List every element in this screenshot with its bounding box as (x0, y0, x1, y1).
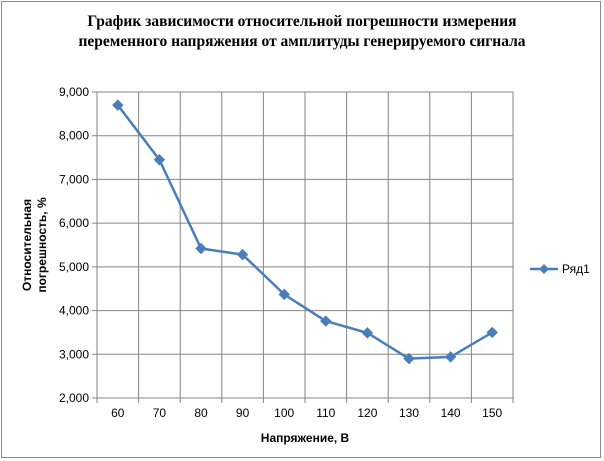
data-point-marker (153, 154, 166, 166)
data-point-marker (112, 99, 124, 111)
data-point-marker (486, 326, 498, 339)
x-tick-label: 100 (274, 406, 294, 420)
data-point-marker (320, 315, 332, 327)
legend-label: Ряд1 (562, 262, 590, 276)
y-tick-label: 9,000 (59, 85, 89, 99)
x-tick-label: 80 (194, 406, 208, 420)
chart-title: График зависимости относительной погрешн… (0, 12, 604, 52)
x-tick-label: 140 (441, 406, 461, 420)
x-tick-label: 60 (111, 406, 125, 420)
y-tick-label: 6,000 (59, 216, 89, 230)
y-axis-title: Относительная погрешность, % (20, 197, 49, 293)
series-group (112, 99, 498, 365)
legend: Ряд1 (530, 262, 590, 276)
chart-title-line-2: переменного напряжения от амплитуды гене… (78, 33, 526, 50)
y-tick-label: 2,000 (59, 391, 89, 405)
data-point-marker (361, 327, 374, 339)
x-tick-label: 130 (399, 406, 419, 420)
data-point-marker (403, 352, 415, 365)
gridlines (96, 91, 514, 399)
y-tick-label: 8,000 (59, 129, 89, 143)
chart-title-line-1: График зависимости относительной погрешн… (87, 13, 517, 30)
x-tick-label: 90 (236, 406, 250, 420)
series-line (116, 104, 493, 360)
y-tick-label: 3,000 (59, 347, 89, 361)
x-tick-label: 120 (357, 406, 377, 420)
y-tick-label: 7,000 (59, 172, 89, 186)
data-point-marker (444, 351, 457, 363)
y-tick-label: 5,000 (59, 260, 89, 274)
x-tick-label: 150 (482, 406, 502, 420)
legend-marker (539, 264, 549, 274)
x-axis-ticks: 60 70 80 90 100 110 120 130 140 150 (96, 398, 514, 420)
y-axis-title-line-2: погрешность, % (35, 197, 49, 293)
y-axis-title-line-1: Относительная (20, 199, 34, 291)
data-point-marker (278, 288, 290, 301)
data-point-marker (195, 242, 207, 255)
y-tick-label: 4,000 (59, 304, 89, 318)
data-point-marker (236, 248, 249, 261)
x-axis-title: Напряжение, В (261, 431, 350, 445)
x-tick-label: 70 (153, 406, 167, 420)
x-tick-label: 110 (316, 406, 335, 420)
y-axis-ticks: 2,000 3,000 4,000 5,000 6,000 7,000 8,000 9,000 (59, 85, 97, 405)
